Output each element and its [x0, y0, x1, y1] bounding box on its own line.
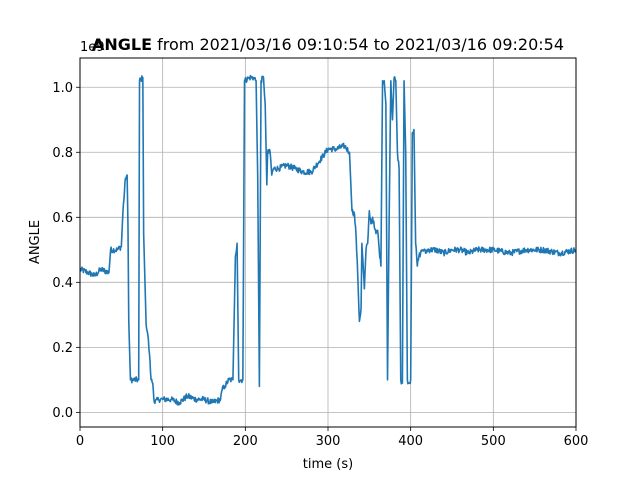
angle-series-line — [79, 74, 577, 406]
grid-lines — [79, 58, 577, 427]
chart-title: ANGLE from 2021/03/16 09:10:54 to 2021/0… — [92, 35, 564, 54]
x-tick-label: 300 — [316, 434, 341, 449]
x-axis-label: time (s) — [303, 457, 353, 472]
y-tick-label: 0.6 — [52, 211, 73, 226]
x-axis-ticks: 0 100 200 300 400 500 600 — [76, 427, 589, 449]
x-tick-label: 400 — [398, 434, 423, 449]
y-tick-label: 0.2 — [52, 341, 73, 356]
y-tick-label: 0.4 — [52, 276, 73, 291]
chart-title-bold: ANGLE — [92, 35, 152, 54]
x-tick-label: 600 — [564, 434, 589, 449]
y-tick-label: 0.8 — [52, 146, 73, 161]
x-tick-label: 500 — [481, 434, 506, 449]
y-tick-label: 1.0 — [52, 81, 73, 96]
x-tick-label: 0 — [76, 434, 84, 449]
y-axis-ticks: 0.0 0.2 0.4 0.6 0.8 1.0 — [52, 81, 80, 421]
x-tick-label: 100 — [150, 434, 175, 449]
y-offset-text: 1e9 — [80, 40, 105, 55]
y-tick-label: 0.0 — [52, 406, 73, 421]
data-series — [79, 74, 577, 406]
chart-title-rest: from 2021/03/16 09:10:54 to 2021/03/16 0… — [152, 35, 564, 54]
x-tick-label: 200 — [233, 434, 258, 449]
y-axis-label: ANGLE — [28, 220, 43, 264]
